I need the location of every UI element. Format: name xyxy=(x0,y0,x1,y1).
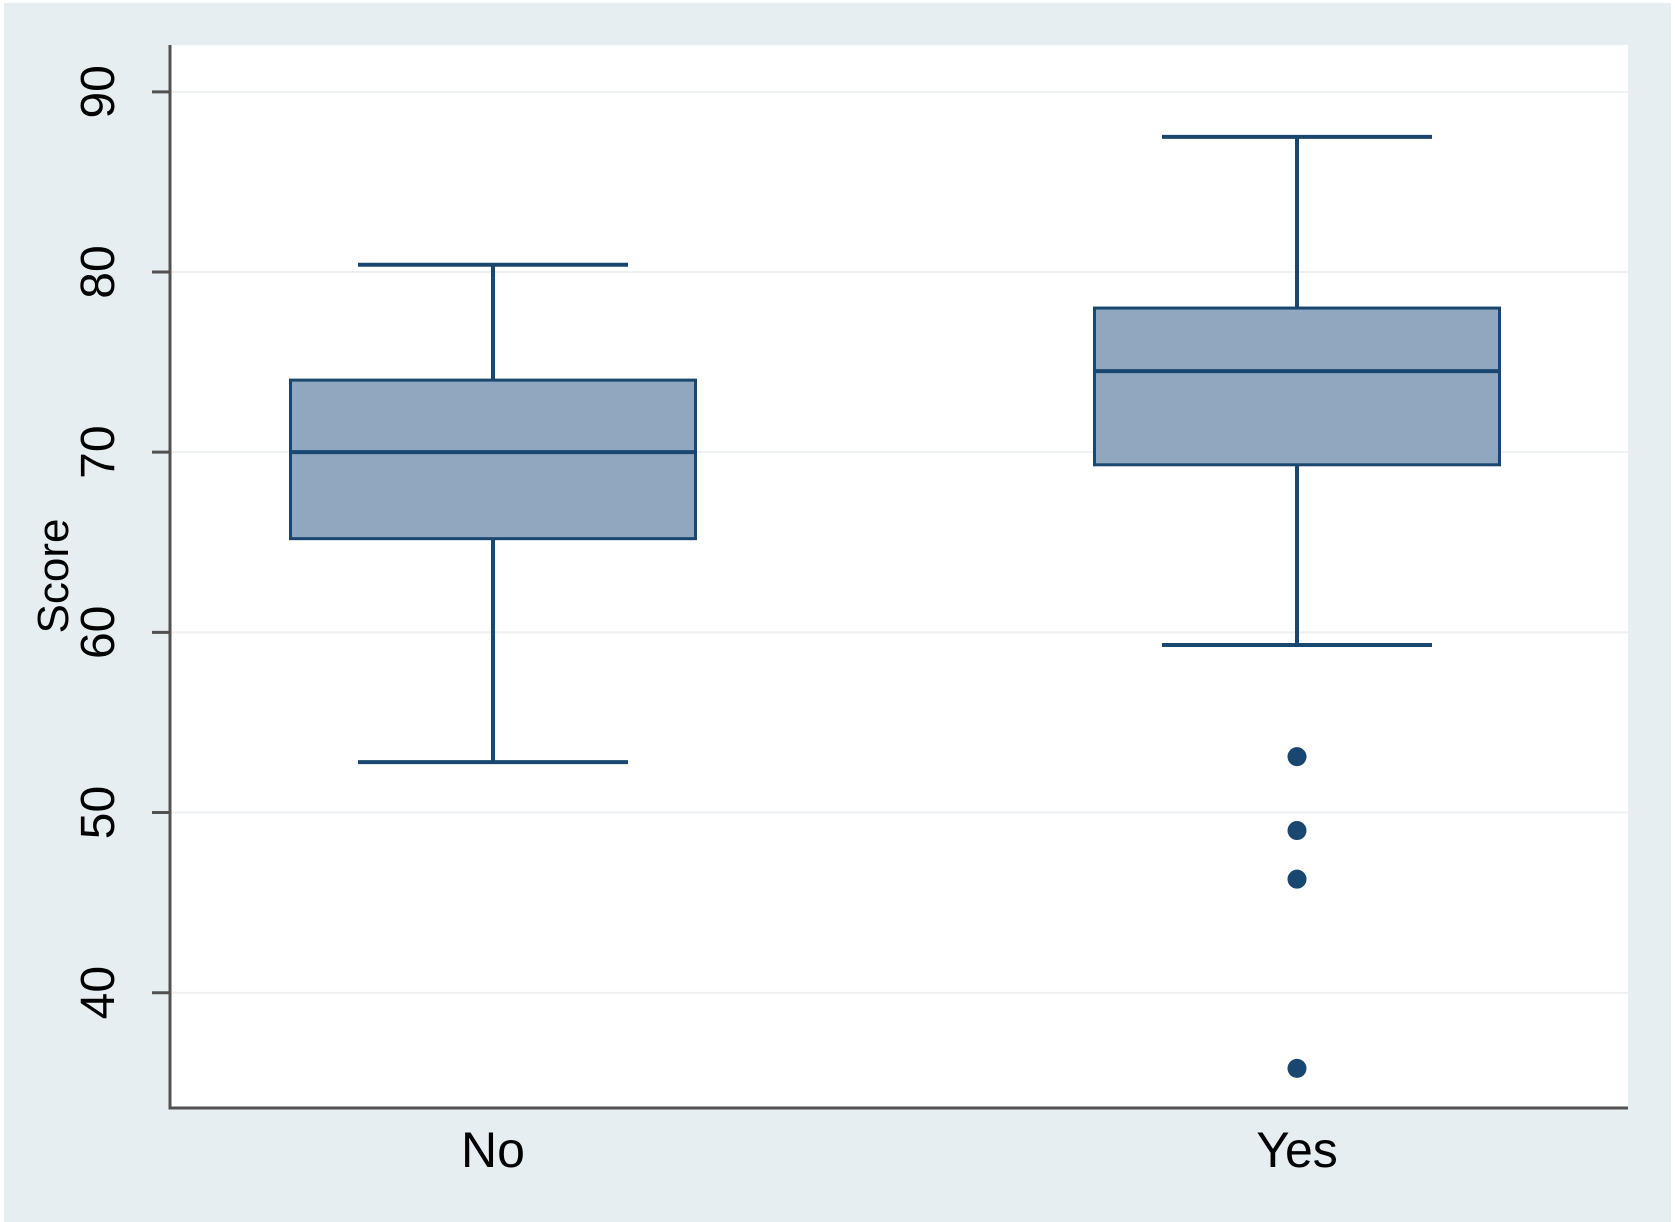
outlier-dot-yes-3 xyxy=(1287,1058,1307,1078)
y-axis-title: Score xyxy=(29,519,78,634)
outlier-dot-yes-0 xyxy=(1287,747,1307,767)
x-tick-label-yes: Yes xyxy=(1256,1122,1338,1178)
iqr-box-no xyxy=(289,378,697,541)
y-tick-label-80: 80 xyxy=(72,245,125,298)
plot-area xyxy=(170,45,1628,1108)
y-tick-label-70: 70 xyxy=(72,425,125,478)
y-tick-label-60: 60 xyxy=(72,606,125,659)
chart-layers: No Yes 40 50 60 70 80 90 xyxy=(72,45,1628,1178)
outlier-dot-yes-2 xyxy=(1287,869,1307,889)
outlier-dot-yes-1 xyxy=(1287,821,1307,841)
y-tick-label-40: 40 xyxy=(72,966,125,1019)
y-tick-label-90: 90 xyxy=(72,65,125,118)
x-tick-label-no: No xyxy=(461,1122,525,1178)
iqr-box-yes xyxy=(1093,306,1501,467)
y-tick-label-50: 50 xyxy=(72,786,125,839)
